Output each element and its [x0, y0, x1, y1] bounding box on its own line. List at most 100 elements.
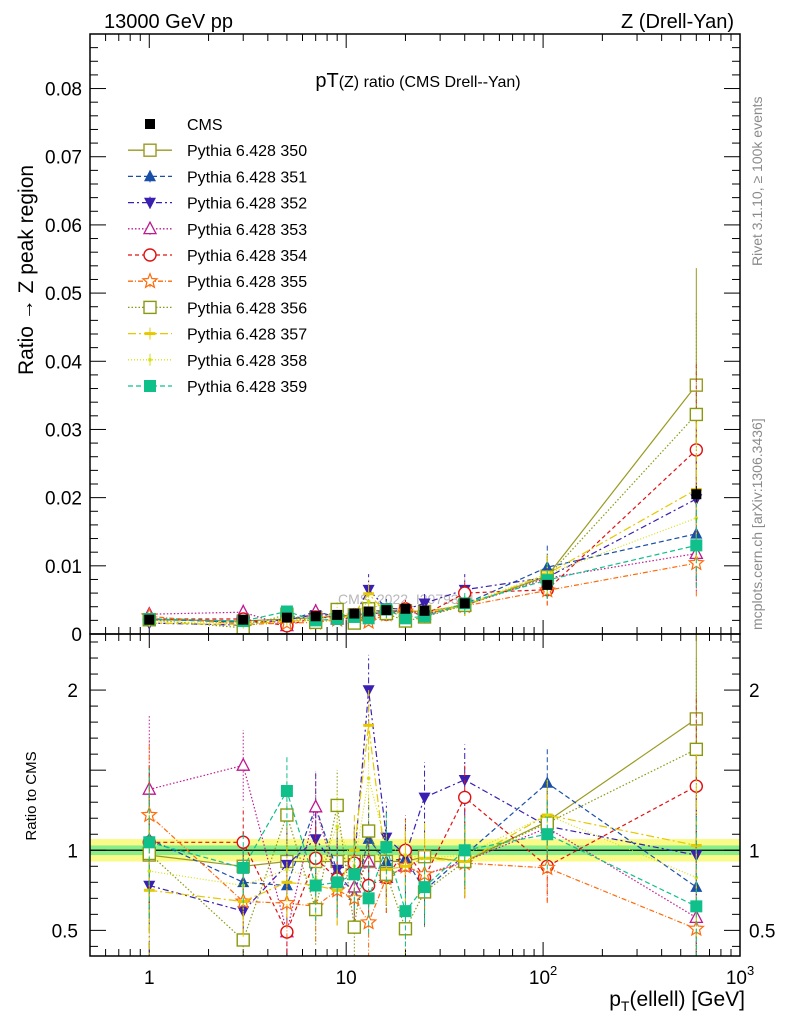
legend-marker-356: [143, 300, 157, 315]
plot-title-main: pT: [315, 70, 338, 92]
ratio-point-359: [418, 881, 431, 894]
y-tick-label: 0.05: [45, 284, 82, 305]
legend-marker-355: [141, 272, 159, 289]
legend-entry-352: Pythia 6.428 352: [128, 196, 307, 213]
legend-entry-358: Pythia 6.428 358: [128, 353, 307, 370]
ratio-series-356: [142, 658, 704, 956]
ratio-point-356: [361, 824, 376, 838]
legend-marker-353: [142, 220, 158, 235]
ratio-point-359: [309, 879, 322, 892]
ratio-point-359: [541, 828, 554, 841]
y-tick-label: 0: [71, 625, 82, 646]
data-point-CMS: [363, 606, 374, 617]
ratio-y-tick-label: 0.5: [52, 921, 78, 942]
ratio-point-358: [366, 776, 371, 780]
top-axis-ticks: 0 0.01 0.02 0.03 0.04 0.05 0.06 0.07 0.08: [45, 34, 740, 646]
ratio-y-tick-label-right: 2: [749, 681, 760, 702]
x-axis-label-sub: T: [621, 998, 630, 1014]
y-tick-label: 0.01: [45, 557, 82, 578]
ratio-point-359: [348, 868, 361, 881]
bottom-axis-ticks: 1 10 102 103 0.5 0.5 1 1 2 2: [52, 634, 775, 989]
y-tick-label: 0.08: [45, 80, 82, 101]
legend-marker-352: [144, 197, 156, 210]
x-tick-label: 10: [336, 968, 357, 989]
legend-label: CMS: [187, 117, 223, 134]
data-point-CMS: [691, 489, 702, 500]
data-point-359: [399, 612, 412, 625]
ratio-point-358: [335, 824, 339, 829]
legend-entry-353: Pythia 6.428 353: [128, 220, 307, 239]
data-point-CMS: [349, 608, 360, 619]
data-point-359: [690, 539, 703, 552]
x-axis-label: pT(ellell) [GeV]: [609, 988, 745, 1014]
series-line-350: [149, 384, 697, 622]
legend-label: Pythia 6.428 357: [187, 327, 307, 344]
legend-entry-351: Pythia 6.428 351: [128, 169, 307, 186]
data-point-CMS: [459, 598, 470, 609]
mcplots-label: mcplots.cern.ch [arXiv:1306.3436]: [749, 418, 765, 630]
legend-entry-354: Pythia 6.428 354: [128, 248, 307, 265]
ratio-uncertainty-band: [90, 839, 740, 862]
legend-marker-354: [143, 248, 157, 262]
ratio-point-358: [545, 813, 550, 817]
legend-label: Pythia 6.428 353: [187, 222, 307, 239]
ratio-point-359: [458, 844, 471, 857]
legend-marker-350: [143, 143, 157, 157]
legend-entry-355: Pythia 6.428 355: [128, 272, 307, 291]
data-point-352: [418, 598, 431, 610]
top-plot-series: [140, 268, 705, 634]
legend-entry-357: Pythia 6.428 357: [128, 327, 307, 344]
ratio-y-tick-label-right: 0.5: [749, 921, 775, 942]
bottom-ylabel: Ratio to CMS: [23, 751, 40, 840]
ratio-y-tick-label: 2: [67, 681, 78, 702]
data-point-CMS: [238, 614, 249, 625]
legend-marker-357: [144, 332, 156, 336]
data-point-CMS: [400, 603, 411, 614]
x-tick-exponent: 2: [550, 963, 557, 978]
legend-label: Pythia 6.428 352: [187, 196, 307, 213]
ratio-series-359: [143, 755, 703, 956]
ratio-series-354: [142, 694, 704, 956]
legend-label: Pythia 6.428 350: [187, 143, 307, 160]
plot-title: pT(Z) ratio (CMS Drell--Yan): [315, 70, 520, 92]
series-352: [143, 435, 703, 632]
series-CMS: [144, 485, 702, 625]
legend-marker-CMS: [145, 119, 155, 129]
ratio-point-359: [280, 784, 293, 797]
top-ylabel: Ratio → Z peak region: [15, 165, 38, 375]
ratio-plot-series: [140, 634, 705, 956]
data-point-CMS: [542, 579, 553, 590]
ratio-point-359: [399, 905, 412, 918]
ratio-point-359: [690, 900, 703, 913]
data-point-CMS: [310, 611, 321, 622]
x-axis-label-rest: (ellell) [GeV]: [629, 988, 745, 1011]
legend: CMS Pythia 6.428 350 Pythia 6.428 351 Pythi…: [128, 117, 307, 396]
legend-marker-358: [148, 358, 152, 362]
ratio-y-tick-label: 1: [67, 841, 78, 862]
y-tick-label: 0.06: [45, 216, 82, 237]
plot-title-sub: (Z) ratio (CMS Drell--Yan): [339, 74, 521, 91]
ratio-point-357: [281, 880, 293, 884]
ratio-point-359: [331, 876, 344, 889]
data-point-CMS: [144, 614, 155, 625]
ratio-point-358: [403, 853, 408, 857]
ratio-point-358: [285, 867, 289, 872]
data-point-CMS: [332, 609, 343, 620]
header-left: 13000 GeV pp: [104, 11, 233, 33]
bottom-panel-frame: [89, 633, 741, 957]
data-point-358: [366, 599, 371, 604]
y-tick-label: 0.03: [45, 420, 82, 441]
ratio-point-356: [347, 920, 362, 934]
ratio-point-358: [147, 869, 152, 873]
series-350: [142, 268, 704, 628]
x-tick-label: 1: [144, 968, 155, 989]
legend-label: Pythia 6.428 359: [187, 379, 307, 396]
ratio-point-359: [362, 892, 375, 905]
legend-label: Pythia 6.428 358: [187, 353, 307, 370]
x-tick-label: 103: [726, 963, 754, 989]
ratio-point-359: [143, 836, 156, 849]
legend-marker-359: [144, 380, 156, 392]
legend-entry-359: Pythia 6.428 359: [128, 379, 307, 396]
data-point-CMS: [419, 605, 430, 616]
